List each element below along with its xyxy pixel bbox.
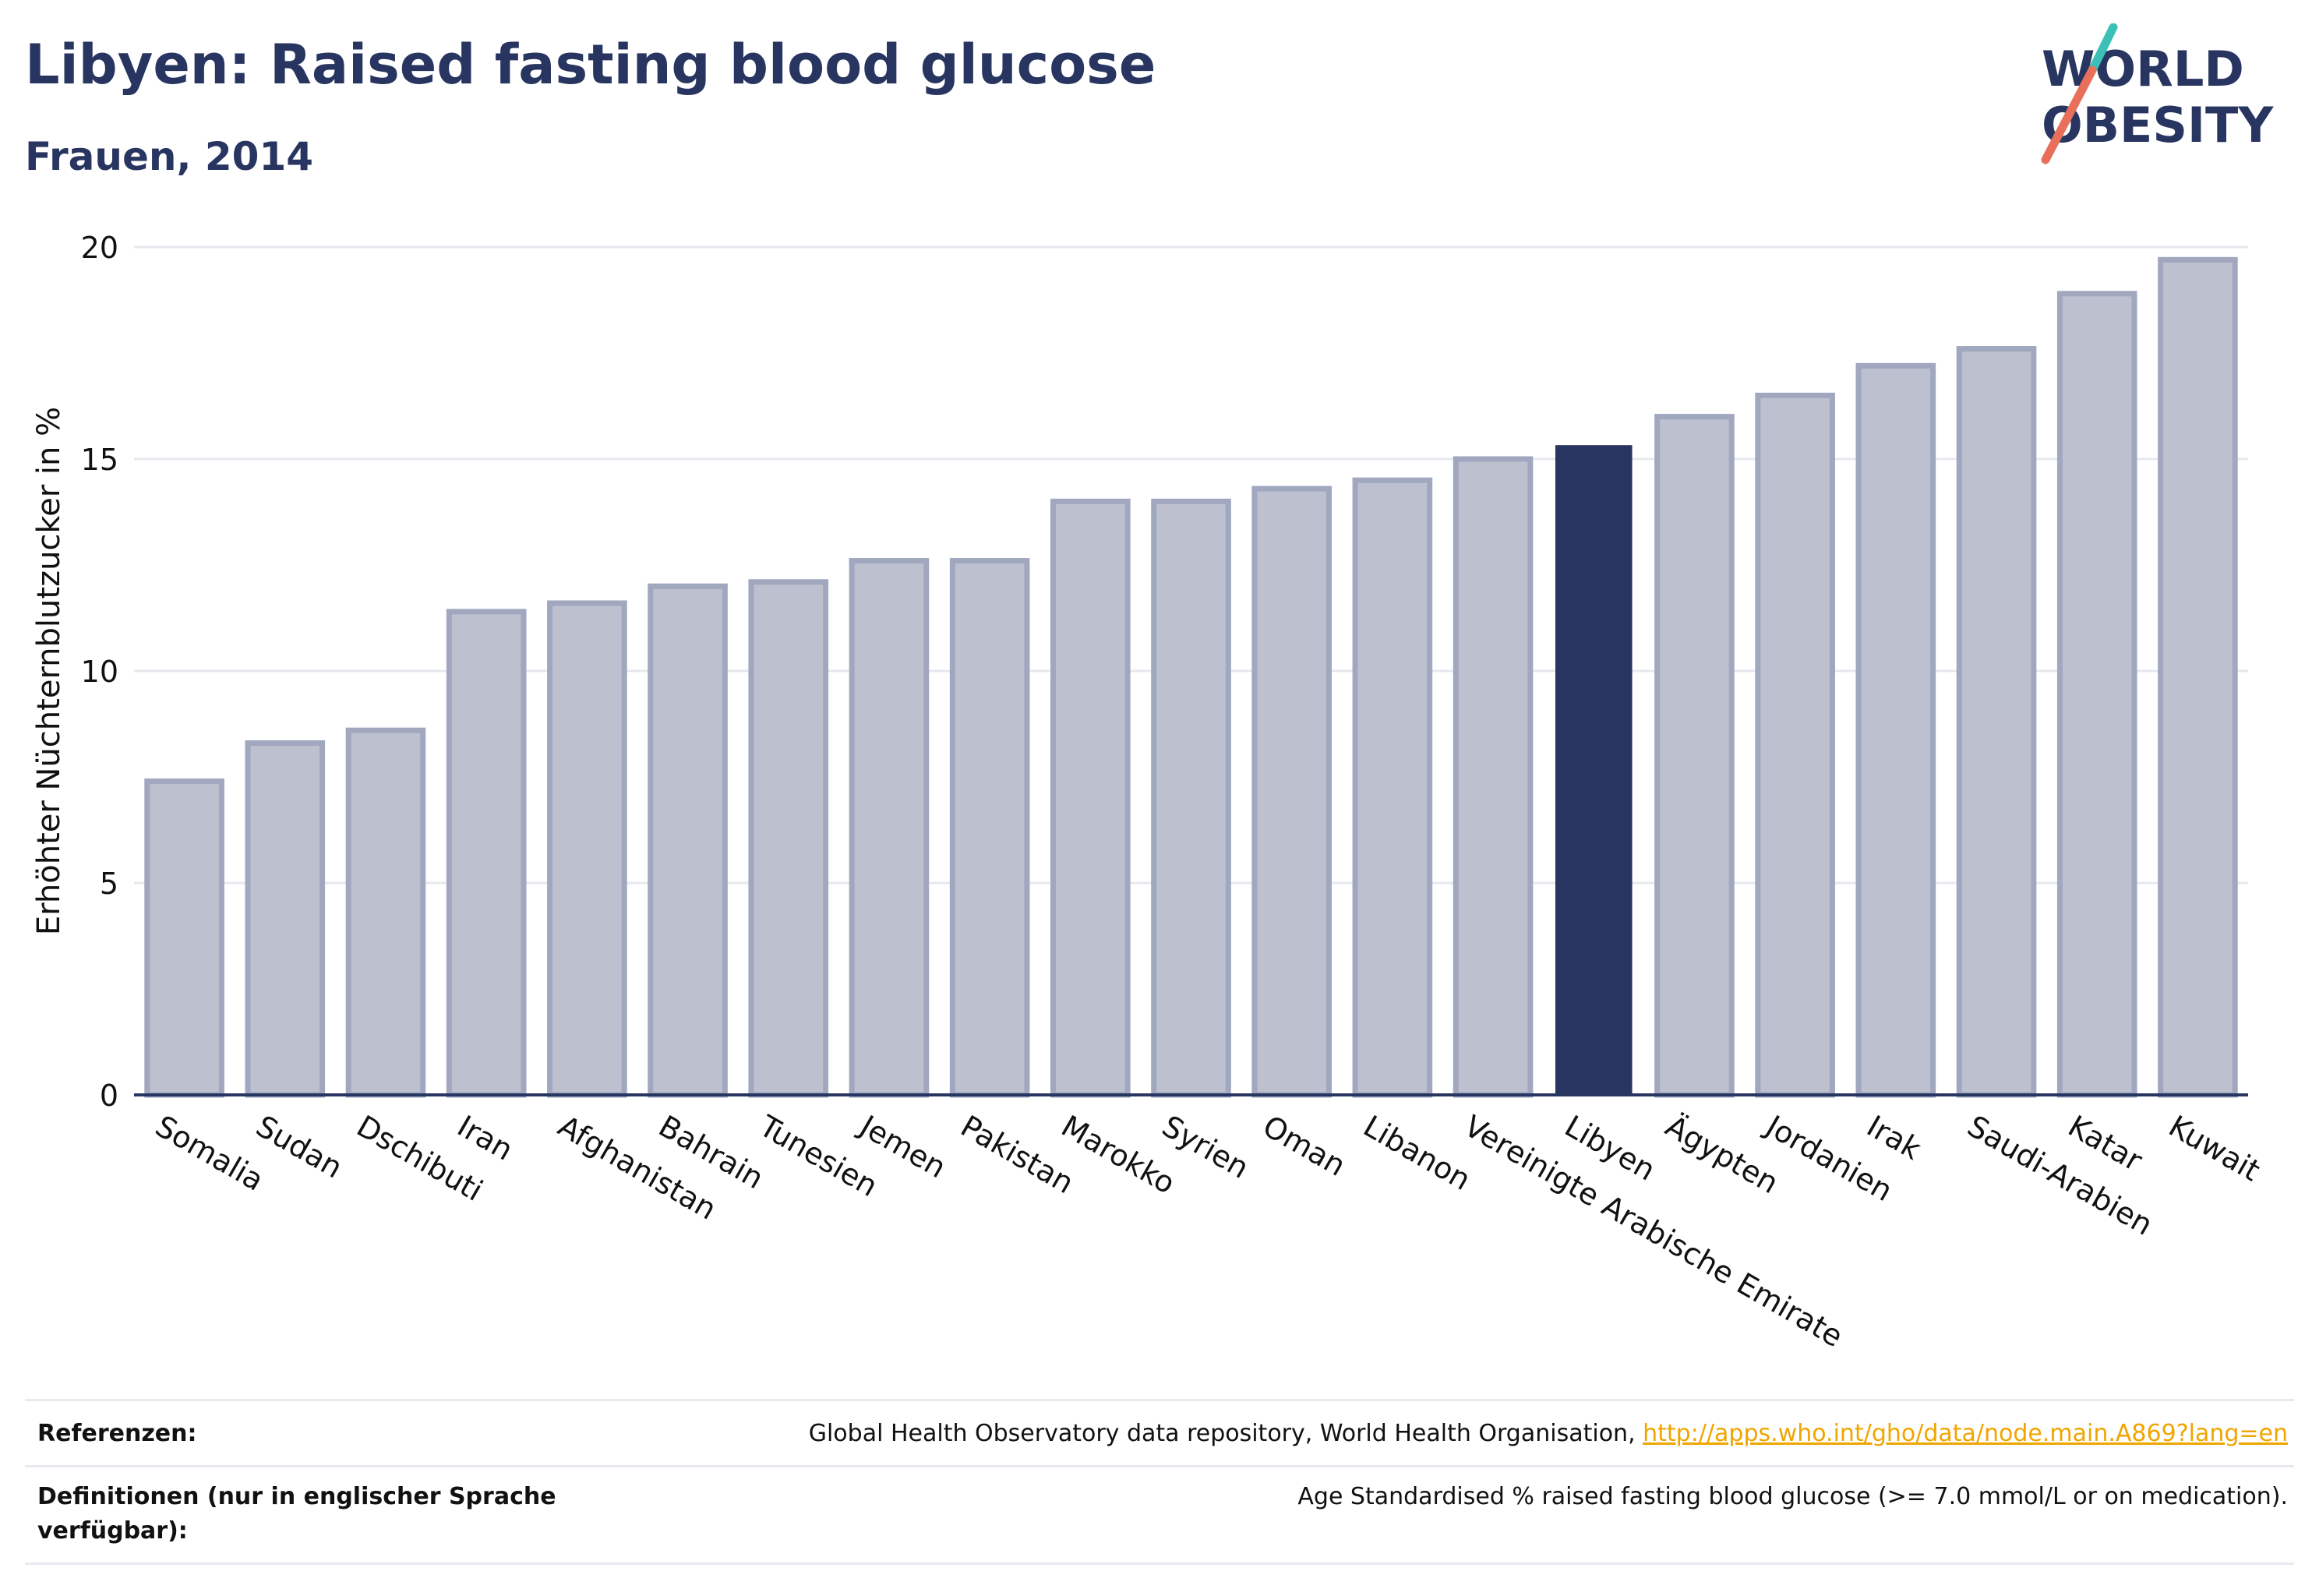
bar	[1453, 456, 1534, 1098]
bar	[949, 558, 1030, 1098]
logo-slash-teal	[2088, 23, 2118, 75]
references-text: Global Health Observatory data repositor…	[808, 1420, 1643, 1447]
x-tick-label: Libanon	[1357, 1109, 1476, 1197]
footer-divider-top	[25, 1399, 2294, 1401]
y-tick-label: 10	[81, 655, 118, 689]
footer-divider-bottom	[25, 1562, 2294, 1565]
bar	[1555, 445, 1633, 1096]
y-tick-label: 0	[100, 1079, 118, 1113]
references-label: Referenzen:	[37, 1420, 197, 1447]
logo-line-1: WORLD	[2042, 41, 2244, 97]
bar	[1251, 486, 1332, 1098]
references-value: Global Health Observatory data repositor…	[809, 1417, 2288, 1451]
bar	[1050, 498, 1131, 1098]
x-tick-label: Somalia	[150, 1109, 270, 1198]
logo-slash-coral	[2041, 65, 2097, 164]
footer-divider-middle	[25, 1465, 2294, 1467]
bar	[748, 579, 829, 1098]
bar	[345, 727, 426, 1098]
page-subtitle: Frauen, 2014	[25, 134, 314, 179]
bar	[1151, 498, 1231, 1098]
definitions-row: Definitionen (nur in englischer Sprache …	[25, 1469, 2294, 1562]
page-title: Libyen: Raised fasting blood glucose	[25, 33, 1156, 97]
y-tick-label: 15	[81, 443, 118, 477]
y-tick-label: 5	[100, 867, 118, 901]
x-tick-label: Ägypten	[1660, 1109, 1784, 1201]
bar	[2158, 256, 2238, 1098]
bar	[1352, 477, 1433, 1098]
bar	[1755, 392, 1835, 1098]
x-tick-label: Marokko	[1056, 1109, 1181, 1201]
bar	[245, 740, 326, 1098]
y-tick-label: 20	[81, 231, 118, 265]
x-tick-label: Kuwait	[2163, 1109, 2266, 1188]
bar	[446, 609, 527, 1098]
bar	[547, 600, 627, 1098]
bar	[1956, 346, 2037, 1098]
x-tick-label: Oman	[1257, 1109, 1351, 1183]
references-link[interactable]: http://apps.who.int/gho/data/node.main.A…	[1643, 1420, 2288, 1447]
bar	[1654, 414, 1735, 1098]
bar	[144, 778, 224, 1098]
definitions-label: Definitionen (nur in englischer Sprache …	[37, 1483, 556, 1545]
x-tick-label: Irak	[1861, 1109, 1926, 1167]
references-row: Referenzen: Global Health Observatory da…	[25, 1403, 2294, 1465]
bar	[849, 558, 930, 1098]
y-tick-labels: 0 5 10 15 20	[81, 231, 118, 1113]
x-tick-label: Iran	[452, 1109, 519, 1167]
logo-line-2: OBESITY	[2042, 97, 2274, 154]
bar	[2056, 291, 2137, 1098]
bars	[144, 256, 2238, 1098]
x-tick-label: Pakistan	[955, 1109, 1080, 1201]
y-axis-label: Erhöhter Nüchternblutzucker in %	[31, 407, 67, 935]
world-obesity-logo: WORLD OBESITY	[2041, 23, 2274, 164]
bar	[648, 583, 728, 1098]
bar	[1855, 362, 1936, 1098]
definitions-value: Age Standardised % raised fasting blood …	[1297, 1483, 2288, 1510]
